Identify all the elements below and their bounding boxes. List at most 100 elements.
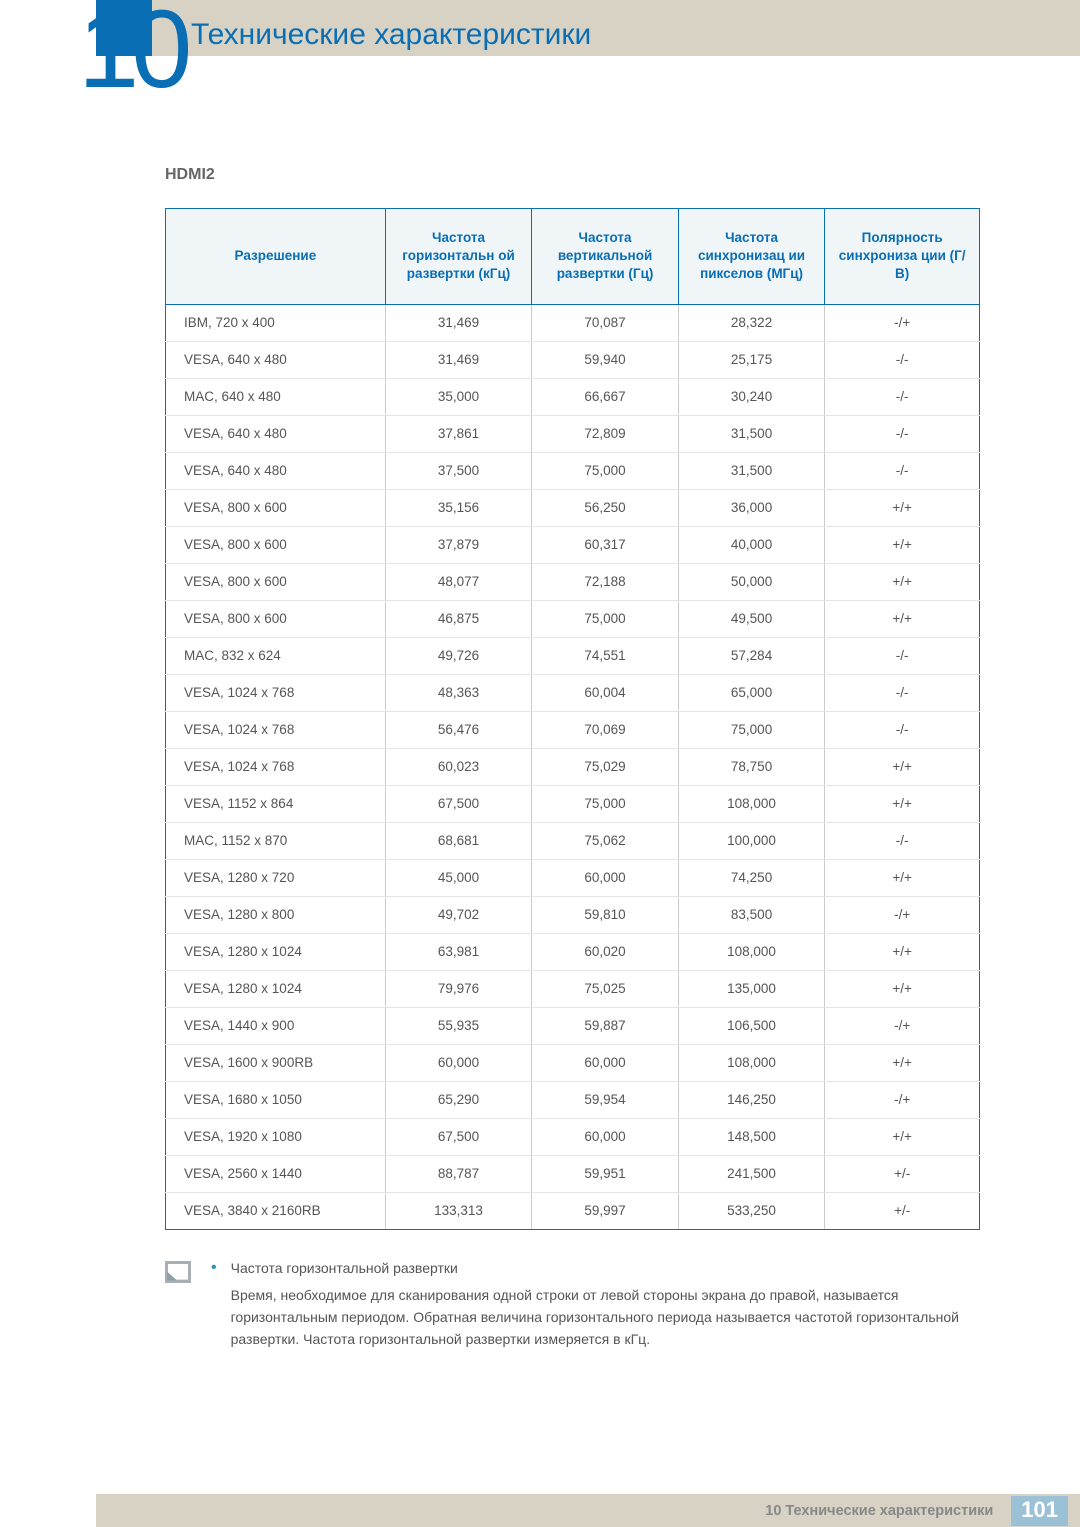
table-cell: VESA, 2560 x 1440 <box>166 1155 386 1192</box>
table-cell: MAC, 1152 x 870 <box>166 822 386 859</box>
th-hfreq: Частота горизонтальн ой развертки (кГц) <box>385 209 532 305</box>
table-cell: 60,004 <box>532 674 679 711</box>
table-cell: -/- <box>825 674 980 711</box>
timing-table: Разрешение Частота горизонтальн ой разве… <box>165 208 980 1230</box>
table-cell: 37,500 <box>385 452 532 489</box>
table-cell: VESA, 1280 x 720 <box>166 859 386 896</box>
chapter-number: 10 <box>78 0 184 105</box>
table-row: VESA, 1280 x 102479,97675,025135,000+/+ <box>166 970 980 1007</box>
table-cell: -/- <box>825 378 980 415</box>
table-cell: 59,954 <box>532 1081 679 1118</box>
table-row: VESA, 800 x 60048,07772,18850,000+/+ <box>166 563 980 600</box>
table-cell: -/- <box>825 341 980 378</box>
table-cell: MAC, 640 x 480 <box>166 378 386 415</box>
table-cell: 72,188 <box>532 563 679 600</box>
table-cell: -/+ <box>825 304 980 341</box>
table-cell: 108,000 <box>678 785 825 822</box>
table-cell: -/+ <box>825 1081 980 1118</box>
table-row: VESA, 800 x 60046,87575,00049,500+/+ <box>166 600 980 637</box>
table-cell: +/+ <box>825 785 980 822</box>
table-cell: 49,702 <box>385 896 532 933</box>
table-cell: 88,787 <box>385 1155 532 1192</box>
table-cell: 45,000 <box>385 859 532 896</box>
table-cell: VESA, 1024 x 768 <box>166 748 386 785</box>
table-cell: VESA, 1920 x 1080 <box>166 1118 386 1155</box>
table-cell: 31,469 <box>385 304 532 341</box>
table-cell: 75,000 <box>532 785 679 822</box>
table-cell: 75,029 <box>532 748 679 785</box>
table-cell: VESA, 1024 x 768 <box>166 674 386 711</box>
table-row: VESA, 3840 x 2160RB133,31359,997533,250+… <box>166 1192 980 1229</box>
table-cell: 75,000 <box>678 711 825 748</box>
table-cell: 106,500 <box>678 1007 825 1044</box>
table-cell: MAC, 832 x 624 <box>166 637 386 674</box>
table-cell: VESA, 800 x 600 <box>166 600 386 637</box>
table-cell: 60,000 <box>385 1044 532 1081</box>
table-cell: +/+ <box>825 970 980 1007</box>
table-row: MAC, 640 x 48035,00066,66730,240-/- <box>166 378 980 415</box>
table-cell: VESA, 1280 x 1024 <box>166 970 386 1007</box>
table-cell: +/+ <box>825 933 980 970</box>
table-row: IBM, 720 x 40031,46970,08728,322-/+ <box>166 304 980 341</box>
footer: 10 Технические характеристики 101 <box>0 1481 1080 1527</box>
table-cell: 241,500 <box>678 1155 825 1192</box>
table-cell: 37,879 <box>385 526 532 563</box>
table-cell: 146,250 <box>678 1081 825 1118</box>
table-row: VESA, 1600 x 900RB60,00060,000108,000+/+ <box>166 1044 980 1081</box>
table-row: MAC, 832 x 62449,72674,55157,284-/- <box>166 637 980 674</box>
table-cell: 56,476 <box>385 711 532 748</box>
table-cell: 25,175 <box>678 341 825 378</box>
table-row: VESA, 800 x 60035,15656,25036,000+/+ <box>166 489 980 526</box>
table-cell: 60,020 <box>532 933 679 970</box>
table-cell: 66,667 <box>532 378 679 415</box>
table-cell: 133,313 <box>385 1192 532 1229</box>
table-cell: 49,726 <box>385 637 532 674</box>
footer-breadcrumb: 10 Технические характеристики <box>765 1503 993 1519</box>
table-row: VESA, 1440 x 90055,93559,887106,500-/+ <box>166 1007 980 1044</box>
table-cell: 60,000 <box>532 1044 679 1081</box>
th-polarity: Полярность синхрониза ции (Г/В) <box>825 209 980 305</box>
table-cell: 46,875 <box>385 600 532 637</box>
table-cell: +/+ <box>825 600 980 637</box>
table-cell: VESA, 800 x 600 <box>166 489 386 526</box>
table-cell: 56,250 <box>532 489 679 526</box>
table-cell: 83,500 <box>678 896 825 933</box>
table-cell: 40,000 <box>678 526 825 563</box>
table-row: VESA, 1024 x 76860,02375,02978,750+/+ <box>166 748 980 785</box>
table-cell: 55,935 <box>385 1007 532 1044</box>
table-cell: 35,156 <box>385 489 532 526</box>
table-cell: 31,500 <box>678 452 825 489</box>
table-row: VESA, 1280 x 80049,70259,81083,500-/+ <box>166 896 980 933</box>
table-cell: VESA, 640 x 480 <box>166 415 386 452</box>
table-cell: 59,940 <box>532 341 679 378</box>
th-resolution: Разрешение <box>166 209 386 305</box>
table-cell: -/- <box>825 452 980 489</box>
table-cell: VESA, 1440 x 900 <box>166 1007 386 1044</box>
table-row: VESA, 1024 x 76856,47670,06975,000-/- <box>166 711 980 748</box>
table-cell: -/- <box>825 415 980 452</box>
table-cell: 31,500 <box>678 415 825 452</box>
note-icon <box>165 1261 191 1283</box>
content-area: HDMI2 Разрешение Частота горизонтальн ой… <box>165 166 980 1350</box>
table-cell: +/- <box>825 1192 980 1229</box>
footer-bar: 10 Технические характеристики 101 <box>96 1494 1080 1527</box>
table-cell: VESA, 640 x 480 <box>166 341 386 378</box>
table-cell: 108,000 <box>678 1044 825 1081</box>
table-row: VESA, 1152 x 86467,50075,000108,000+/+ <box>166 785 980 822</box>
table-row: VESA, 640 x 48037,50075,00031,500-/- <box>166 452 980 489</box>
table-cell: 48,363 <box>385 674 532 711</box>
table-cell: 50,000 <box>678 563 825 600</box>
table-cell: +/+ <box>825 859 980 896</box>
table-row: VESA, 2560 x 144088,78759,951241,500+/- <box>166 1155 980 1192</box>
table-cell: +/+ <box>825 526 980 563</box>
table-row: VESA, 640 x 48031,46959,94025,175-/- <box>166 341 980 378</box>
table-cell: +/+ <box>825 489 980 526</box>
table-cell: 36,000 <box>678 489 825 526</box>
table-cell: 70,087 <box>532 304 679 341</box>
note-body: Частота горизонтальной развертки Время, … <box>211 1258 980 1351</box>
table-cell: 37,861 <box>385 415 532 452</box>
section-label: HDMI2 <box>165 166 980 184</box>
table-cell: 75,025 <box>532 970 679 1007</box>
table-cell: VESA, 800 x 600 <box>166 526 386 563</box>
table-row: VESA, 1920 x 108067,50060,000148,500+/+ <box>166 1118 980 1155</box>
